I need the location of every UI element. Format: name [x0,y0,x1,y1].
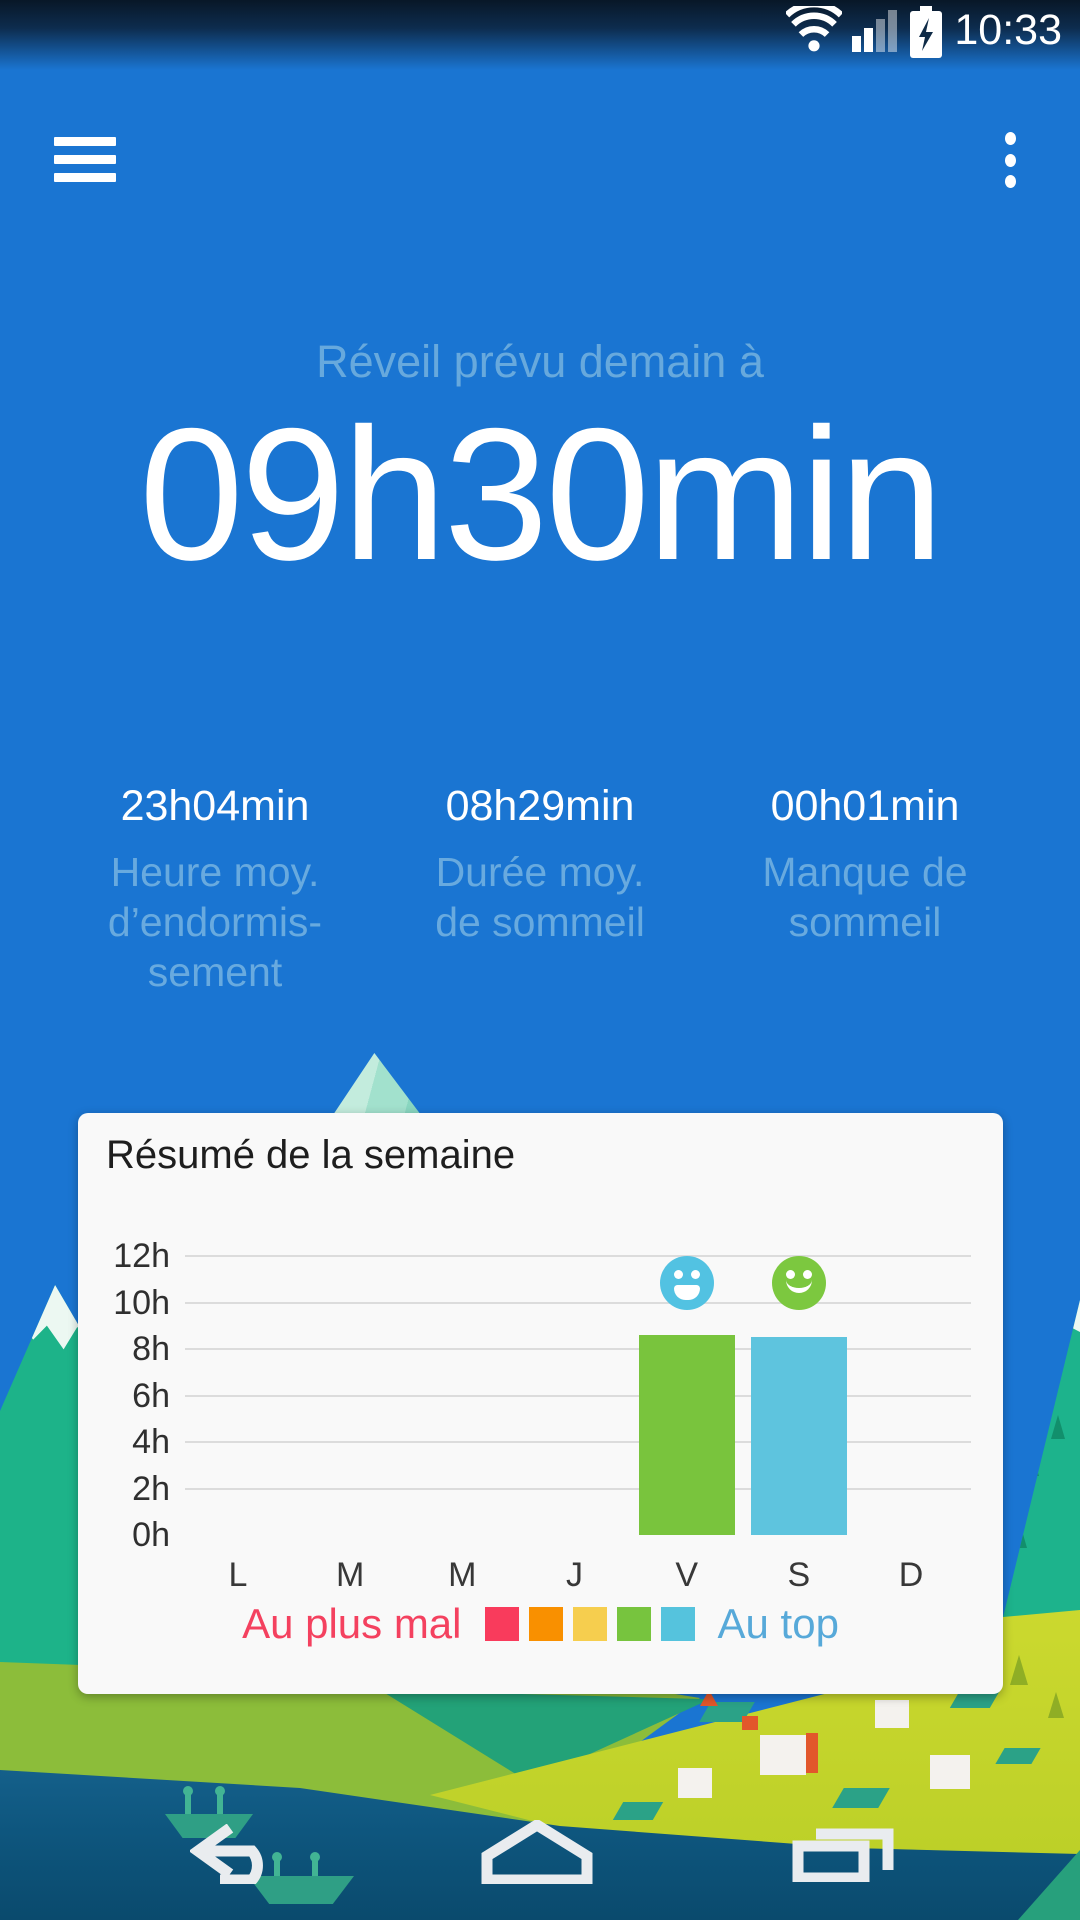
mood-smiley-icon [659,1256,714,1310]
battery-charging-icon [910,6,943,58]
building [678,1768,712,1798]
legend-best-label: Au top [717,1600,839,1647]
home-button[interactable] [480,1820,594,1884]
gridline [185,1394,971,1397]
wifi-icon [786,6,843,52]
stat-label: Manque de sommeil [762,849,968,945]
y-axis-tick: 2h [132,1469,170,1508]
home-icon [481,1820,593,1884]
signal-icon [852,10,898,52]
y-axis-tick: 6h [132,1376,170,1415]
legend-color-square [528,1607,563,1641]
stat-avg-duration: 08h29min Durée moy. de sommeil [380,782,700,947]
status-clock: 10:33 [954,6,1062,54]
gridline [185,1255,971,1257]
legend-color-square [572,1607,607,1641]
wake-label: Réveil prévu demain à [316,336,764,387]
stat-value: 00h01min [770,782,960,830]
y-axis-tick: 4h [132,1423,170,1461]
tree [1023,1450,1039,1476]
wake-time: 09h30min [139,389,944,599]
center-mountain-peak [333,1053,421,1115]
y-axis-tick: 0h [132,1516,170,1554]
back-button[interactable] [190,1824,290,1884]
recents-icon [792,1828,894,1882]
right-mountain [1003,1300,1080,1645]
mood-legend: Au plus mal Au top [78,1600,1003,1648]
gridline [185,1487,971,1490]
tree [1051,1415,1065,1439]
x-axis-day-label: S [787,1556,811,1594]
x-axis-day-label: D [898,1556,924,1594]
building [930,1755,970,1789]
x-axis-day-label: L [228,1556,248,1594]
status-bar: 10:33 [0,0,1080,70]
overflow-menu-icon[interactable] [998,132,1022,188]
back-icon [190,1824,263,1884]
y-axis-tick: 12h [113,1237,170,1275]
x-axis-day-label: M [448,1556,477,1594]
stat-value: 08h29min [445,782,635,830]
stat-sleep-onset: 23h04min Heure moy. d’endormis- sement [55,782,375,997]
legend-worst-label: Au plus mal [242,1600,462,1647]
boat-icon [165,1786,253,1838]
x-axis-day-label: M [335,1556,365,1594]
week-summary-card: Résumé de la semaine 12h 10h 8h 6h 4h 2h 0h L M M… [78,1113,1003,1694]
boat-icon [248,1850,354,1904]
building [875,1700,909,1728]
legend-color-square [616,1607,651,1641]
stat-label: Durée moy. de sommeil [435,849,645,945]
sleep-bar [638,1335,735,1535]
stat-sleep-debt: 00h01min Manque de sommeil [705,782,1025,947]
gridline [185,1441,971,1443]
y-axis-tick: 8h [132,1330,170,1368]
legend-color-square [484,1607,519,1641]
card-title: Résumé de la semaine [106,1133,516,1177]
snow-cap [1054,1300,1080,1332]
building [760,1735,806,1775]
gridline [185,1301,971,1304]
x-axis-day-label: J [566,1556,583,1594]
hamburger-menu-icon[interactable] [54,137,116,182]
legend-color-square [660,1607,695,1641]
gridline [185,1348,971,1350]
chimney [806,1733,818,1773]
recents-button[interactable] [790,1826,896,1882]
tree [1011,1520,1027,1548]
stat-label: Heure moy. d’endormis- sement [107,849,323,995]
week-chart: 12h 10h 8h 6h 4h 2h 0h L M M J V S D [78,1233,1003,1594]
y-axis-tick: 10h [113,1283,170,1322]
x-axis-day-label: V [675,1556,699,1594]
stat-value: 23h04min [120,782,310,830]
sleep-bar [750,1337,847,1535]
mood-smiley-icon [771,1256,826,1310]
building-detail [742,1716,758,1730]
legend-color-scale [480,1607,700,1641]
